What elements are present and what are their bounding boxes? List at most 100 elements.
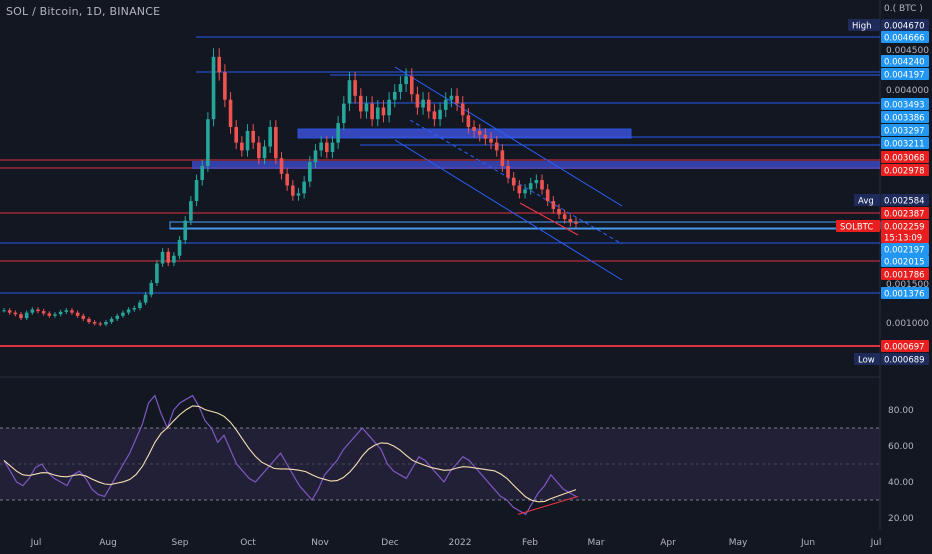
candle-body: [262, 146, 267, 159]
candle-body: [64, 310, 69, 312]
y-tick-label: 0.001000: [886, 319, 929, 329]
price-tag-value: 0.003386: [884, 114, 925, 124]
rsi-y-tick-label: 20.00: [888, 514, 914, 524]
candle-body: [460, 103, 465, 116]
x-axis-label: Oct: [240, 538, 256, 548]
candle-body: [183, 220, 188, 241]
price-tag-value: 0.003211: [884, 140, 925, 150]
candle-body: [223, 72, 227, 100]
candle-body: [551, 201, 556, 209]
candle-body: [13, 312, 18, 315]
candle-body: [92, 322, 97, 324]
price-tag-label-bg: [854, 353, 880, 365]
candle-body: [240, 142, 244, 151]
divergence-line-rsi: [517, 495, 579, 515]
candle-body: [47, 313, 52, 316]
candle-body: [166, 251, 171, 263]
candle-body: [557, 208, 561, 215]
candle-body: [177, 240, 182, 256]
candle-body: [251, 130, 255, 143]
price-tag-label: SOLBTC: [840, 223, 873, 233]
price-tag-bg: [881, 55, 929, 67]
x-axis-label: Nov: [311, 538, 329, 548]
candle-body: [104, 322, 108, 325]
candle-body: [285, 173, 289, 186]
candle-body: [449, 95, 454, 100]
x-axis-label: Jul: [30, 538, 42, 548]
candle-body: [211, 56, 216, 120]
price-tag-value: 0.004240: [884, 58, 925, 68]
candle-body: [126, 309, 131, 313]
candle-body: [421, 99, 425, 108]
candle-body: [155, 263, 159, 283]
price-tag-bg: [881, 98, 929, 110]
channel-upper-line: [394, 66, 623, 207]
price-tag-value: 0.002197: [884, 246, 925, 256]
candle-body: [540, 180, 544, 190]
channel-lower-line: [394, 139, 623, 281]
candle-body: [234, 127, 238, 143]
price-tag-bg: [881, 111, 929, 123]
candle-body: [381, 107, 386, 116]
candle-body: [466, 115, 471, 127]
x-axis-label: Apr: [660, 538, 676, 548]
resistance-zone: [297, 128, 632, 139]
candle-body: [506, 166, 510, 178]
price-tag-bg: [881, 137, 929, 149]
candle-body: [296, 193, 301, 196]
price-tag-bg: [881, 151, 929, 163]
symbol-title: SOL / Bitcoin, 1D, BINANCE: [6, 5, 161, 18]
price-tag-label: Avg: [858, 197, 874, 207]
candle-body: [336, 123, 340, 143]
price-tag-bg: [881, 124, 929, 136]
candle-body: [477, 130, 482, 135]
price-tag-bg: [881, 340, 929, 352]
candle-body: [87, 318, 91, 322]
candle-body: [41, 311, 46, 314]
price-tag-value: 15:13:09: [884, 234, 922, 244]
x-axis-label: 2022: [449, 538, 472, 548]
candle-body: [7, 310, 12, 313]
candle-body: [200, 166, 205, 181]
candle-body: [330, 142, 335, 152]
candle-body: [494, 142, 499, 151]
currency-label: 0.( BTC ): [884, 4, 923, 14]
x-axis-label: Feb: [522, 538, 538, 548]
price-tag-bg: [881, 194, 929, 206]
divergence-line-price: [519, 202, 579, 236]
candle-body: [472, 127, 476, 131]
rsi-y-tick-label: 40.00: [888, 478, 914, 488]
candle-body: [279, 158, 284, 174]
candle-body: [132, 307, 137, 310]
x-axis-label: May: [729, 538, 748, 548]
candle-body: [313, 150, 318, 163]
y-tick-label: 0.004500: [886, 46, 929, 56]
price-tag-value: 0.004666: [884, 34, 925, 44]
rsi-ma-line: [3, 405, 577, 503]
candle-body: [206, 119, 210, 166]
candle-body: [172, 255, 176, 263]
price-tag-bg: [881, 255, 929, 267]
candle-body: [443, 99, 448, 110]
candle-body: [319, 142, 323, 151]
price-tag-bg: [881, 68, 929, 80]
candle-body: [375, 107, 380, 120]
rsi-y-tick-label: 60.00: [888, 442, 914, 452]
price-tag-label-bg: [854, 194, 880, 206]
candle-body: [342, 103, 346, 124]
price-tag-value: 0.002978: [884, 167, 925, 177]
candle-body: [302, 181, 306, 194]
x-axis-label: Sep: [172, 538, 189, 548]
price-tag-value: 0.002259: [884, 223, 925, 233]
price-tag-label: High: [852, 22, 872, 32]
price-tag-bg: [881, 220, 929, 232]
candle-body: [291, 185, 295, 196]
candle-body: [75, 312, 80, 316]
candle-body: [36, 309, 40, 312]
candle-body: [217, 56, 222, 73]
price-tag-value: 0.004197: [884, 71, 925, 81]
candle-body: [534, 180, 539, 184]
price-tag-value: 0.004670: [884, 22, 925, 32]
candle-body: [392, 91, 397, 100]
